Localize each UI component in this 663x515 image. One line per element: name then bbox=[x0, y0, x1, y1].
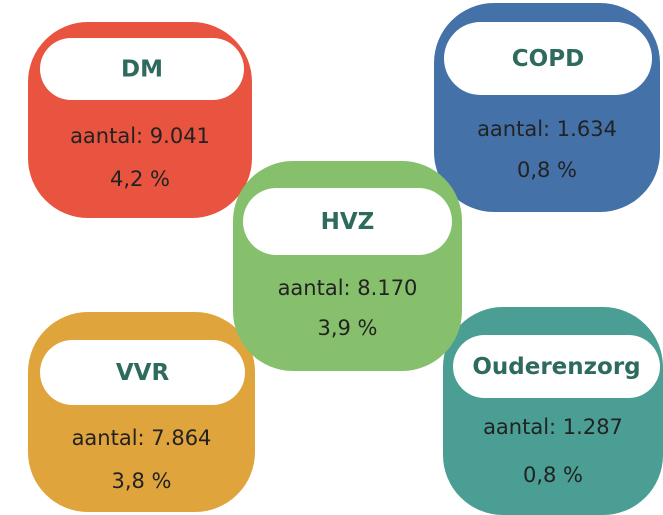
card-percent: 4,2 % bbox=[110, 167, 170, 191]
card-label: Ouderenzorg bbox=[472, 354, 640, 380]
card-percent: 0,8 % bbox=[517, 158, 577, 182]
label-pill bbox=[40, 38, 244, 100]
card-count: aantal: 1.287 bbox=[483, 415, 623, 439]
label-pill bbox=[243, 188, 452, 255]
card-percent: 3,9 % bbox=[317, 316, 377, 340]
card-percent: 3,8 % bbox=[111, 469, 171, 493]
card-label: VVR bbox=[116, 360, 170, 386]
card-count: aantal: 8.170 bbox=[278, 276, 418, 300]
card-count: aantal: 7.864 bbox=[72, 426, 212, 450]
card-count: aantal: 1.634 bbox=[477, 117, 617, 141]
label-pill bbox=[453, 335, 660, 398]
card-count: aantal: 9.041 bbox=[70, 124, 210, 148]
card-label: DM bbox=[121, 57, 163, 83]
card-label: COPD bbox=[512, 46, 584, 72]
card-percent: 0,8 % bbox=[523, 463, 583, 487]
label-pill bbox=[444, 22, 652, 95]
card-label: HVZ bbox=[321, 209, 375, 235]
label-pill bbox=[40, 340, 245, 405]
